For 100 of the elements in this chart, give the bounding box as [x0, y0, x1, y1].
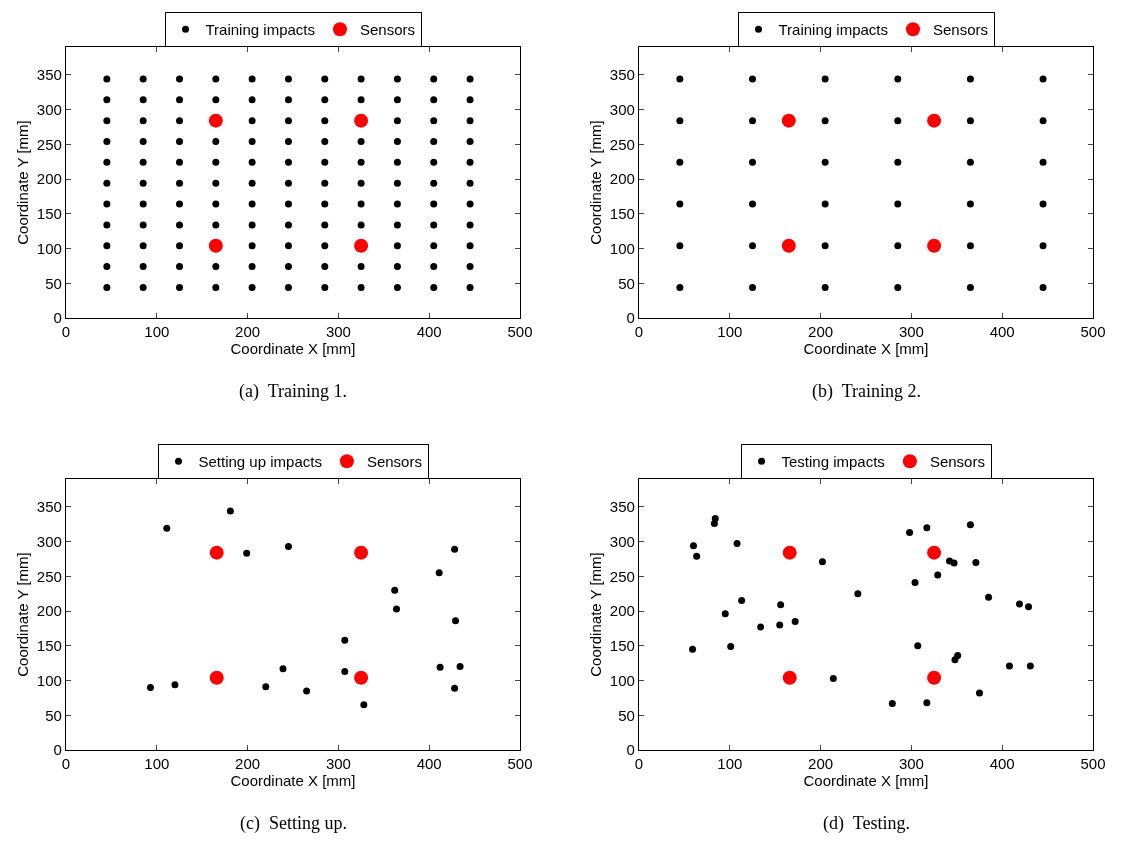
y-tick-label: 300 [609, 532, 635, 550]
x-tick-label: 200 [808, 323, 834, 341]
y-tick-label: 0 [53, 741, 62, 759]
point [749, 75, 756, 83]
point [689, 645, 697, 653]
y-tick-label: 350 [609, 498, 635, 516]
point [727, 642, 735, 650]
y-tick-label: 100 [36, 671, 62, 689]
y-tick-label: 50 [45, 706, 62, 724]
point [829, 674, 837, 682]
point [781, 238, 796, 253]
point [923, 524, 931, 532]
point [854, 590, 862, 598]
point [966, 521, 974, 529]
x-tick-label: 500 [1080, 323, 1106, 341]
point [821, 158, 829, 166]
y-tick-label: 0 [626, 741, 635, 759]
point [950, 559, 958, 567]
y-tick-label: 50 [45, 274, 62, 292]
point [341, 636, 349, 644]
x-tick-label: 100 [717, 323, 743, 341]
point [777, 601, 785, 609]
point [749, 200, 756, 208]
point [914, 642, 922, 650]
y-tick-label: 100 [36, 239, 62, 257]
point [976, 689, 983, 697]
point [749, 242, 756, 250]
point [171, 681, 179, 689]
point [966, 242, 974, 250]
text: (d) Testing. [823, 813, 910, 834]
point [951, 656, 959, 664]
legend-label: Sensors [359, 21, 416, 39]
x-axis-title: Coordinate X [mm] [230, 340, 356, 358]
x-axis-title: Coordinate X [mm] [803, 772, 929, 790]
point [818, 558, 826, 566]
point [451, 545, 459, 553]
point [966, 283, 974, 291]
y-axis-title: Coordinate Y [mm] [14, 552, 32, 677]
x-tick-label: 200 [235, 755, 261, 773]
point [934, 571, 942, 579]
legend-label: Testing impacts [781, 453, 885, 471]
point [676, 242, 684, 250]
point [821, 283, 829, 291]
y-tick-label: 250 [609, 135, 635, 153]
point [923, 699, 931, 707]
x-tick-label: 400 [416, 323, 442, 341]
point [776, 621, 784, 629]
x-tick-label: 300 [898, 323, 924, 341]
point [1026, 662, 1034, 670]
point [360, 701, 368, 709]
point [966, 158, 974, 166]
y-tick-label: 200 [609, 170, 635, 188]
point [1039, 242, 1047, 250]
point [284, 542, 292, 550]
point [676, 75, 684, 83]
legend-label: Sensors [366, 453, 422, 471]
point [894, 200, 902, 208]
point [1005, 662, 1013, 670]
point [927, 238, 942, 253]
y-tick-label: 100 [609, 671, 635, 689]
point [452, 617, 460, 625]
x-tick-label: 300 [325, 323, 351, 341]
point [782, 670, 797, 685]
point [894, 75, 902, 83]
y-tick-label: 250 [36, 135, 62, 153]
x-tick-label: 400 [989, 755, 1015, 773]
y-tick-label: 150 [609, 205, 635, 223]
y-tick-label: 200 [36, 602, 62, 620]
y-tick-label: 50 [618, 706, 635, 724]
point [781, 113, 796, 128]
y-axis-title: Coordinate Y [mm] [587, 552, 605, 677]
y-axis-title: Coordinate Y [mm] [587, 120, 605, 245]
y-tick-label: 150 [36, 205, 62, 223]
point [146, 683, 154, 691]
point [894, 158, 902, 166]
text: (b) Training 2. [812, 381, 922, 402]
y-tick-label: 200 [36, 170, 62, 188]
point [721, 610, 729, 618]
point [821, 242, 829, 250]
point [927, 545, 942, 560]
point [985, 593, 993, 601]
point [391, 586, 399, 594]
point [749, 283, 756, 291]
point [821, 200, 829, 208]
y-tick-label: 50 [618, 274, 635, 292]
point [927, 670, 942, 685]
point [1039, 283, 1047, 291]
point [966, 75, 974, 83]
point [354, 545, 369, 560]
point [1039, 75, 1047, 83]
y-tick-label: 350 [36, 66, 62, 84]
point [821, 75, 829, 83]
point [733, 540, 741, 548]
point [689, 542, 697, 550]
y-tick-label: 350 [36, 498, 62, 516]
point [1039, 117, 1047, 125]
point [163, 524, 171, 532]
legend-label: Training impacts [778, 21, 888, 39]
x-tick-label: 500 [507, 323, 533, 341]
y-tick-label: 0 [53, 309, 62, 327]
